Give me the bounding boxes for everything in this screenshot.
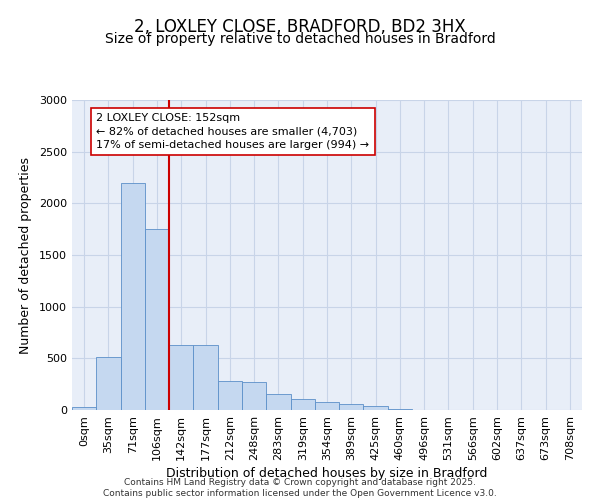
Bar (145, 229, 169, 410)
Text: Contains HM Land Registry data © Crown copyright and database right 2025.
Contai: Contains HM Land Registry data © Crown c… (103, 478, 497, 498)
Bar (242, 382, 266, 410)
X-axis label: Distribution of detached houses by size in Bradford: Distribution of detached houses by size … (166, 467, 488, 480)
Bar (96, 358, 121, 410)
Bar (315, 402, 339, 410)
Bar (193, 345, 218, 410)
Bar (72, 407, 96, 410)
Bar (169, 345, 193, 410)
Bar (121, 182, 145, 410)
Bar (218, 381, 242, 410)
Bar (290, 398, 315, 410)
Text: 2, LOXLEY CLOSE, BRADFORD, BD2 3HX: 2, LOXLEY CLOSE, BRADFORD, BD2 3HX (134, 18, 466, 36)
Y-axis label: Number of detached properties: Number of detached properties (19, 156, 32, 354)
Bar (388, 409, 412, 410)
Text: Size of property relative to detached houses in Bradford: Size of property relative to detached ho… (104, 32, 496, 46)
Bar (339, 404, 364, 410)
Bar (266, 394, 290, 410)
Bar (364, 406, 388, 410)
Text: 2 LOXLEY CLOSE: 152sqm
← 82% of detached houses are smaller (4,703)
17% of semi-: 2 LOXLEY CLOSE: 152sqm ← 82% of detached… (96, 114, 370, 150)
